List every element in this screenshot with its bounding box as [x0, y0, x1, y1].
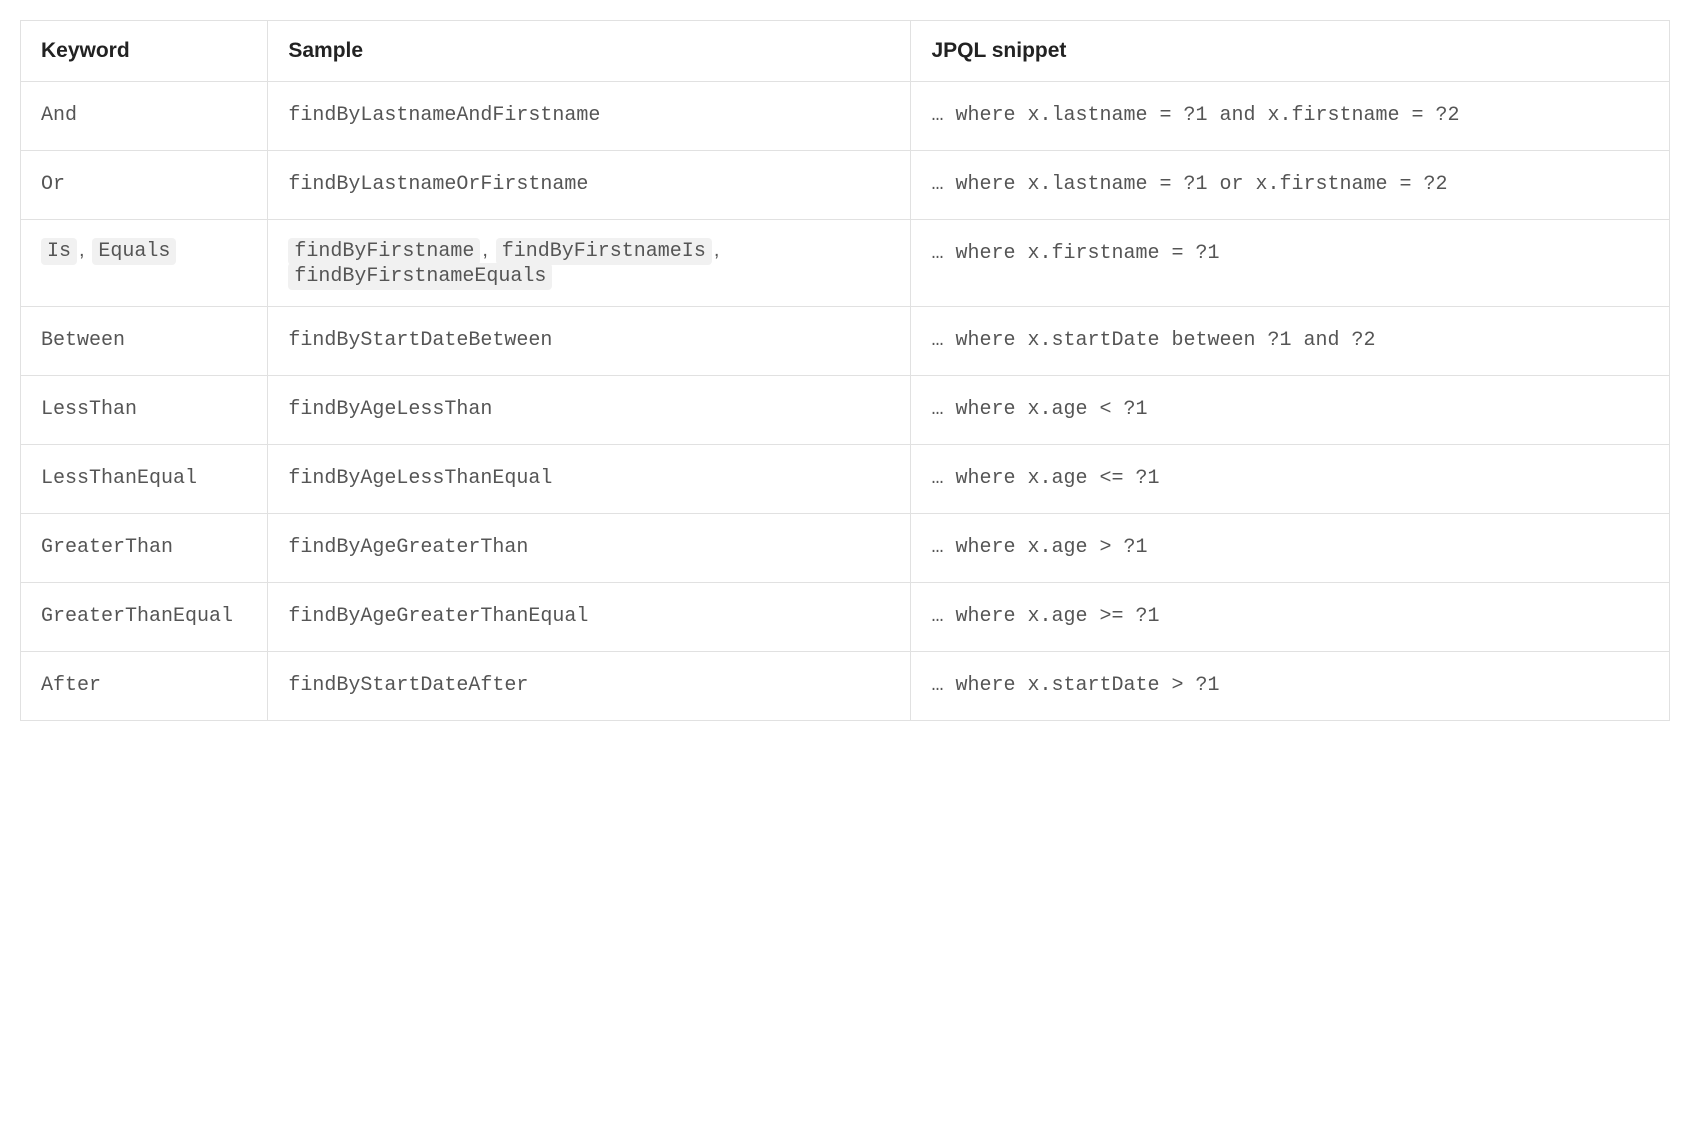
cell-sample: findByLastnameOrFirstname [268, 151, 911, 220]
cell-keyword: After [21, 652, 268, 721]
cell-sample: findByLastnameAndFirstname [268, 82, 911, 151]
table-row: And findByLastnameAndFirstname … where x… [21, 82, 1670, 151]
cell-keyword: Is, Equals [21, 220, 268, 307]
cell-keyword: And [21, 82, 268, 151]
table-row: GreaterThan findByAgeGreaterThan … where… [21, 514, 1670, 583]
cell-jpql: … where x.firstname = ?1 [911, 220, 1670, 307]
cell-jpql: … where x.startDate between ?1 and ?2 [911, 307, 1670, 376]
table-row: LessThanEqual findByAgeLessThanEqual … w… [21, 445, 1670, 514]
separator: , [482, 239, 488, 261]
cell-jpql: … where x.startDate > ?1 [911, 652, 1670, 721]
col-sample-header: Sample [268, 21, 911, 82]
table-row: After findByStartDateAfter … where x.sta… [21, 652, 1670, 721]
cell-sample: findByAgeLessThanEqual [268, 445, 911, 514]
table-row: Between findByStartDateBetween … where x… [21, 307, 1670, 376]
table-row: Or findByLastnameOrFirstname … where x.l… [21, 151, 1670, 220]
col-keyword-header: Keyword [21, 21, 268, 82]
cell-jpql: … where x.lastname = ?1 and x.firstname … [911, 82, 1670, 151]
separator: , [79, 239, 85, 261]
separator: , [714, 239, 720, 261]
table-header-row: Keyword Sample JPQL snippet [21, 21, 1670, 82]
table-row: Is, Equals findByFirstname, findByFirstn… [21, 220, 1670, 307]
col-jpql-header: JPQL snippet [911, 21, 1670, 82]
cell-jpql: … where x.age > ?1 [911, 514, 1670, 583]
sample-tag: findByFirstnameIs [496, 238, 712, 265]
cell-keyword: GreaterThan [21, 514, 268, 583]
sample-tag: findByFirstname [288, 238, 480, 265]
cell-jpql: … where x.age <= ?1 [911, 445, 1670, 514]
cell-jpql: … where x.age < ?1 [911, 376, 1670, 445]
cell-keyword: GreaterThanEqual [21, 583, 268, 652]
cell-jpql: … where x.age >= ?1 [911, 583, 1670, 652]
keyword-tag: Is [41, 238, 77, 265]
cell-sample: findByFirstname, findByFirstnameIs, find… [268, 220, 911, 307]
jpql-keywords-table: Keyword Sample JPQL snippet And findByLa… [20, 20, 1670, 721]
cell-sample: findByAgeGreaterThan [268, 514, 911, 583]
cell-sample: findByStartDateAfter [268, 652, 911, 721]
cell-jpql: … where x.lastname = ?1 or x.firstname =… [911, 151, 1670, 220]
cell-keyword: LessThanEqual [21, 445, 268, 514]
cell-keyword: LessThan [21, 376, 268, 445]
sample-tag: findByFirstnameEquals [288, 263, 552, 290]
table-row: LessThan findByAgeLessThan … where x.age… [21, 376, 1670, 445]
table-row: GreaterThanEqual findByAgeGreaterThanEqu… [21, 583, 1670, 652]
cell-keyword: Between [21, 307, 268, 376]
keyword-tag: Equals [92, 238, 176, 265]
cell-sample: findByAgeLessThan [268, 376, 911, 445]
cell-keyword: Or [21, 151, 268, 220]
cell-sample: findByStartDateBetween [268, 307, 911, 376]
cell-sample: findByAgeGreaterThanEqual [268, 583, 911, 652]
